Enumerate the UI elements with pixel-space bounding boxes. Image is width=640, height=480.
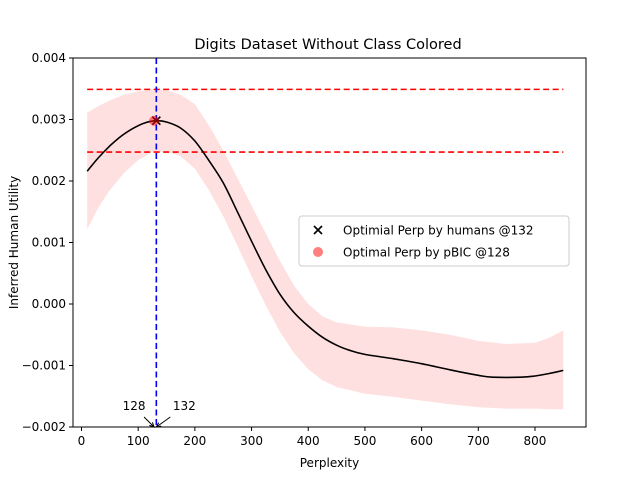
y-tick-label: −0.002 [22, 420, 66, 434]
y-tick-label: 0.003 [32, 113, 66, 127]
y-tick-label: −0.001 [22, 359, 66, 373]
annotation-arrow-132 [156, 416, 171, 428]
utility-curve [86, 119, 564, 379]
y-tick-label: 0.001 [32, 236, 66, 250]
y-axis-label: Inferred Human Utility [7, 176, 21, 309]
confidence-band [87, 89, 564, 410]
x-axis-label: Perplexity [300, 456, 360, 470]
threshold-lines [87, 88, 564, 153]
legend-humans-swatch [313, 225, 323, 235]
x-tick-label: 400 [297, 434, 320, 448]
legend-humans-label: Optimial Perp by humans @132 [343, 224, 534, 238]
annotation-arrow-128 [143, 416, 155, 428]
chart-title: Digits Dataset Without Class Colored [194, 37, 461, 53]
x-tick-label: 600 [410, 434, 433, 448]
utility-curve-layer [86, 119, 564, 379]
x-tick-label: 0 [78, 434, 86, 448]
y-axis-ticks: −0.002 −0.001 0.000 0.001 0.002 0.003 0.004 [22, 51, 73, 434]
y-tick-label: 0.000 [32, 297, 66, 311]
annotation-132: 132 [173, 399, 196, 413]
annotation-128: 128 [123, 399, 146, 413]
legend-pbic-label: Optimal Perp by pBIC @128 [343, 246, 510, 260]
x-tick-label: 200 [183, 434, 206, 448]
confidence-band-layer [87, 89, 564, 410]
legend-box [298, 215, 570, 267]
legend: Optimial Perp by humans @132 Optimal Perp… [298, 215, 570, 267]
y-tick-label: 0.004 [32, 51, 66, 65]
y-tick-label: 0.002 [32, 174, 66, 188]
pbic-marker [149, 115, 160, 126]
x-axis-ticks: 0 100 200 300 400 500 600 700 800 [78, 427, 547, 448]
x-tick-label: 100 [127, 434, 150, 448]
legend-pbic-swatch [313, 247, 323, 257]
x-tick-label: 500 [353, 434, 376, 448]
x-tick-label: 800 [524, 434, 547, 448]
optimum-markers [149, 115, 161, 126]
x-tick-label: 300 [240, 434, 263, 448]
x-tick-label: 700 [467, 434, 490, 448]
